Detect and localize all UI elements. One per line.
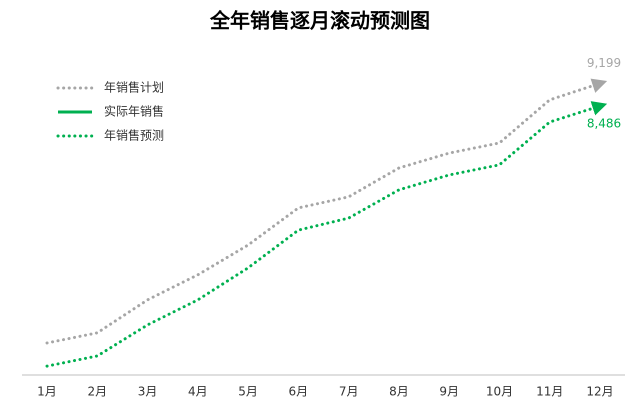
legend-label: 实际年销售 <box>104 104 164 119</box>
series-line <box>45 78 608 345</box>
x-tick-label: 3月 <box>138 385 158 399</box>
x-tick-label: 9月 <box>439 385 459 399</box>
chart-title: 全年销售逐月滚动预测图 <box>209 9 430 33</box>
x-tick-label: 5月 <box>238 385 258 399</box>
legend-label: 年销售预测 <box>104 128 164 143</box>
data-label: 8,486 <box>587 116 621 130</box>
x-tick-label: 2月 <box>87 385 107 399</box>
x-tick-label: 4月 <box>188 385 208 399</box>
legend-label: 年销售计划 <box>104 80 164 95</box>
series-line <box>45 101 608 368</box>
x-tick-label: 6月 <box>289 385 309 399</box>
data-label: 9,199 <box>587 56 621 70</box>
x-tick-label: 11月 <box>536 385 563 399</box>
x-tick-label: 10月 <box>486 385 513 399</box>
x-tick-label: 12月 <box>586 385 613 399</box>
x-tick-label: 1月 <box>37 385 57 399</box>
x-tick-label: 7月 <box>339 385 359 399</box>
x-tick-label: 8月 <box>389 385 409 399</box>
